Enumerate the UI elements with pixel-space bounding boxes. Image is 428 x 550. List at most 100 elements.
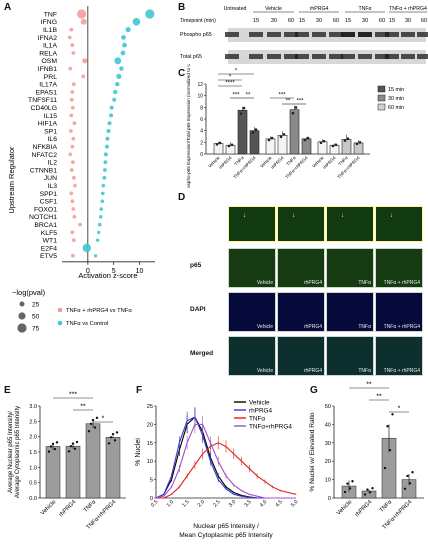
- panel-a-dot-treatment: [68, 129, 73, 133]
- panel-c-ytick-label: 6: [200, 117, 203, 123]
- panel-a-regulator-label: IL1A: [43, 43, 57, 50]
- panel-c-legend-swatch: [377, 85, 386, 93]
- panel-a-dot-treatment: [81, 74, 86, 79]
- panel-a-regulator-label: CTNNB1: [30, 167, 57, 174]
- panel-d-micrograph: rhPRG4: [277, 248, 325, 288]
- panel-a-dot-control: [101, 191, 105, 196]
- panel-b-timepoint: 30: [405, 18, 411, 24]
- panel-g-point: [351, 480, 354, 483]
- arrow-icon: ↓: [341, 213, 344, 219]
- panel-c-sig-label: ***: [296, 99, 304, 105]
- panel-b-band: [295, 32, 309, 37]
- panel-b-membrane: [228, 50, 426, 64]
- panel-e-ylabel-line2: Average Cytoplasmic p65 Intensity: [15, 406, 21, 498]
- panel-g-ytick-label: 30: [325, 441, 331, 447]
- panel-g-ytick-label: 40: [325, 422, 331, 428]
- panel-b-band: [375, 32, 389, 37]
- panel-a-dot-treatment: [68, 152, 73, 157]
- panel-c-point: [331, 144, 335, 148]
- panel-b-band: [249, 54, 263, 59]
- panel-d-label: D: [178, 192, 186, 203]
- panel-a-color-legend-label: TNFα vs Control: [66, 321, 108, 327]
- panel-b-band: [385, 32, 399, 37]
- panel-a-dot-control: [109, 113, 114, 118]
- panel-c-point: [358, 141, 362, 144]
- panel-b-band: [267, 54, 281, 59]
- panel-e-point: [109, 436, 113, 439]
- panel-a-regulator-label: PRL: [44, 74, 57, 81]
- panel-d-micrograph: TNFα + rhPRG4: [375, 292, 423, 332]
- panel-c-legend-label: 60 min: [388, 105, 404, 111]
- panel-b-condition-label: Vehicle: [265, 6, 282, 12]
- panel-e-point: [73, 447, 77, 450]
- panel-d-caption: Vehicle: [256, 368, 273, 374]
- panel-b-membrane: [228, 28, 426, 42]
- panel-a-label: A: [4, 2, 12, 13]
- panel-f-xlabel-line1: Nuclear p65 Intensity /: [193, 523, 259, 530]
- panel-g-point: [388, 448, 392, 452]
- panel-c-ytick-label: 0: [200, 152, 203, 158]
- panel-c-ytick-label: 2: [200, 140, 203, 146]
- panel-a-dot-control: [115, 82, 120, 87]
- panel-b-timepoint: 30: [316, 18, 322, 24]
- panel-f-xtick-label: 3.0: [228, 499, 237, 508]
- panel-a-dot-treatment: [78, 222, 82, 227]
- panel-e-bar-chart: 0.0 0.5 1.0 1.5 2.0 2.5 3.0 Average Nuclear p65…: [8, 392, 126, 531]
- panel-a-xtick-label: 5: [112, 268, 116, 275]
- panel-e-point: [93, 426, 97, 429]
- panel-c-point: [303, 138, 307, 142]
- panel-b-band: [267, 32, 281, 37]
- panel-c-point: [218, 141, 222, 145]
- panel-a-regulator-label: IFNG: [41, 19, 57, 26]
- panel-a-dot-treatment: [82, 58, 88, 64]
- panel-c-legend-label: 30 min: [388, 96, 404, 102]
- panel-c-legend-swatch: [377, 94, 386, 102]
- panel-f-xlabel-line2: Mean Cytoplasmic p65 Intensity: [179, 532, 273, 539]
- panel-b-row-label: Phospho p65: [180, 32, 212, 38]
- panel-a-dot-treatment: [70, 230, 75, 235]
- panel-c-point: [267, 138, 271, 142]
- panel-b-timepoint: 15: [345, 18, 351, 24]
- panel-e-ytick-label: 2.0: [29, 435, 37, 441]
- panel-c-point: [242, 106, 246, 110]
- panel-c-point: [282, 133, 286, 136]
- panel-a-dot-treatment: [71, 82, 76, 87]
- panel-g-xtick-label: Vehicle: [336, 499, 353, 516]
- panel-e-point: [75, 440, 79, 444]
- panel-d-caption: rhPRG4: [303, 368, 322, 374]
- panel-e-ytick-label: 1.0: [29, 465, 37, 471]
- panel-c-bar: [341, 139, 352, 155]
- panel-c-ytick-label: 8: [200, 105, 203, 111]
- panel-a-regulator-label: SPP1: [40, 191, 58, 198]
- panel-e-sig-label: **: [80, 404, 86, 411]
- panel-a-dot-treatment: [68, 66, 73, 71]
- panel-b-timepoint: 60: [379, 18, 385, 24]
- panel-a-dot-treatment: [70, 253, 75, 258]
- panel-c-ylabel: phospho-p65 Expression/Total p65 Express…: [186, 64, 191, 188]
- panel-a-regulator-label: IL6: [48, 136, 58, 143]
- panel-c-legend-swatch: [377, 103, 386, 111]
- panel-e-xtick-label: rhPRG4: [58, 499, 78, 519]
- panel-b-band: [341, 54, 355, 59]
- panel-c-xtick-label: TNFα: [337, 155, 349, 167]
- panel-c-point: [251, 131, 255, 134]
- panel-c-xtick-label: TNFα: [233, 155, 245, 167]
- panel-e-point: [113, 439, 117, 442]
- panel-c-bar: [237, 109, 248, 155]
- panel-g-xtick-label: TNFα: [379, 499, 394, 514]
- panel-c-ytick-label: 10: [197, 94, 203, 100]
- panel-g-point: [343, 490, 347, 494]
- panel-b-band: [329, 32, 343, 37]
- panel-a-dot-treatment: [69, 168, 74, 172]
- panel-c-bar: [289, 109, 300, 155]
- panel-g-ytick-label: 50: [325, 404, 331, 410]
- panel-c-point: [291, 111, 295, 115]
- panel-e-point: [69, 444, 73, 448]
- panel-d-caption: TNFα: [358, 368, 371, 374]
- panel-a-dot-treatment: [67, 35, 72, 40]
- panel-b-timepoint-label: Timepoint (min): [180, 18, 216, 24]
- panel-b-band: [295, 54, 309, 59]
- panel-c-point: [270, 136, 274, 140]
- panel-g-ytick-label: 0: [328, 496, 331, 502]
- panel-a-dot-treatment: [71, 207, 76, 211]
